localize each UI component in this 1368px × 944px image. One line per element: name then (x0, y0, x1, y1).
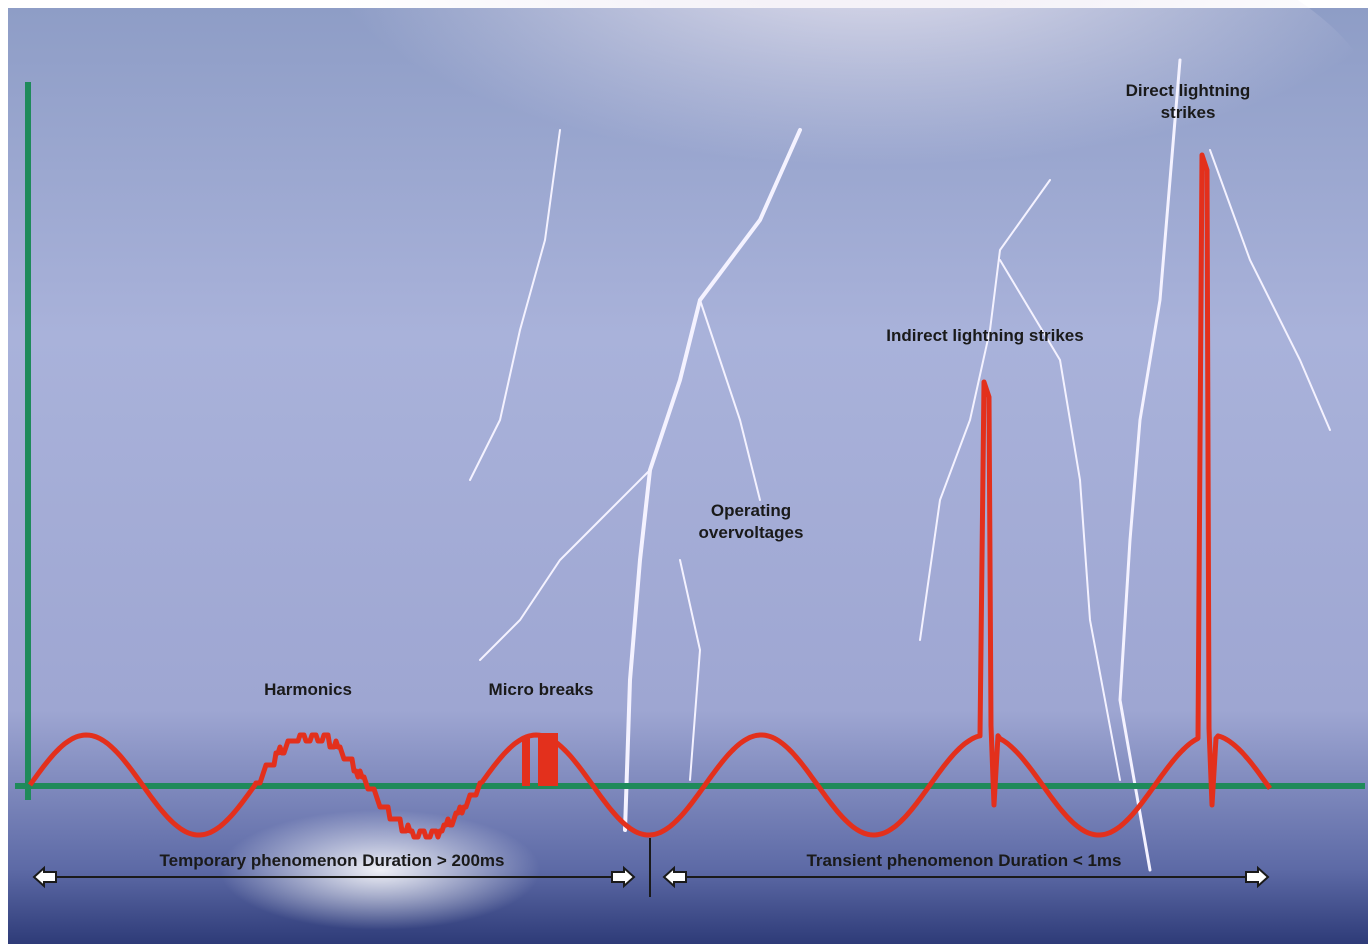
waveform (27, 152, 1273, 840)
micro-break (522, 737, 530, 786)
annotation: Direct lightning (1126, 81, 1251, 100)
annotation: Harmonics (264, 680, 352, 699)
annotation: Operating (711, 501, 791, 520)
cloud (260, 0, 1368, 350)
annotation: overvoltages (699, 523, 804, 542)
annotation: Indirect lightning strikes (886, 326, 1083, 345)
micro-break (538, 733, 558, 786)
duration-arrows (32, 838, 1270, 897)
duration-label: Temporary phenomenon Duration > 200ms (160, 851, 505, 870)
duration-label: Transient phenomenon Duration < 1ms (806, 851, 1121, 870)
ground-glow (220, 810, 540, 930)
annotation: strikes (1161, 103, 1216, 122)
annotation: Micro breaks (489, 680, 594, 699)
lightning (469, 58, 1331, 872)
